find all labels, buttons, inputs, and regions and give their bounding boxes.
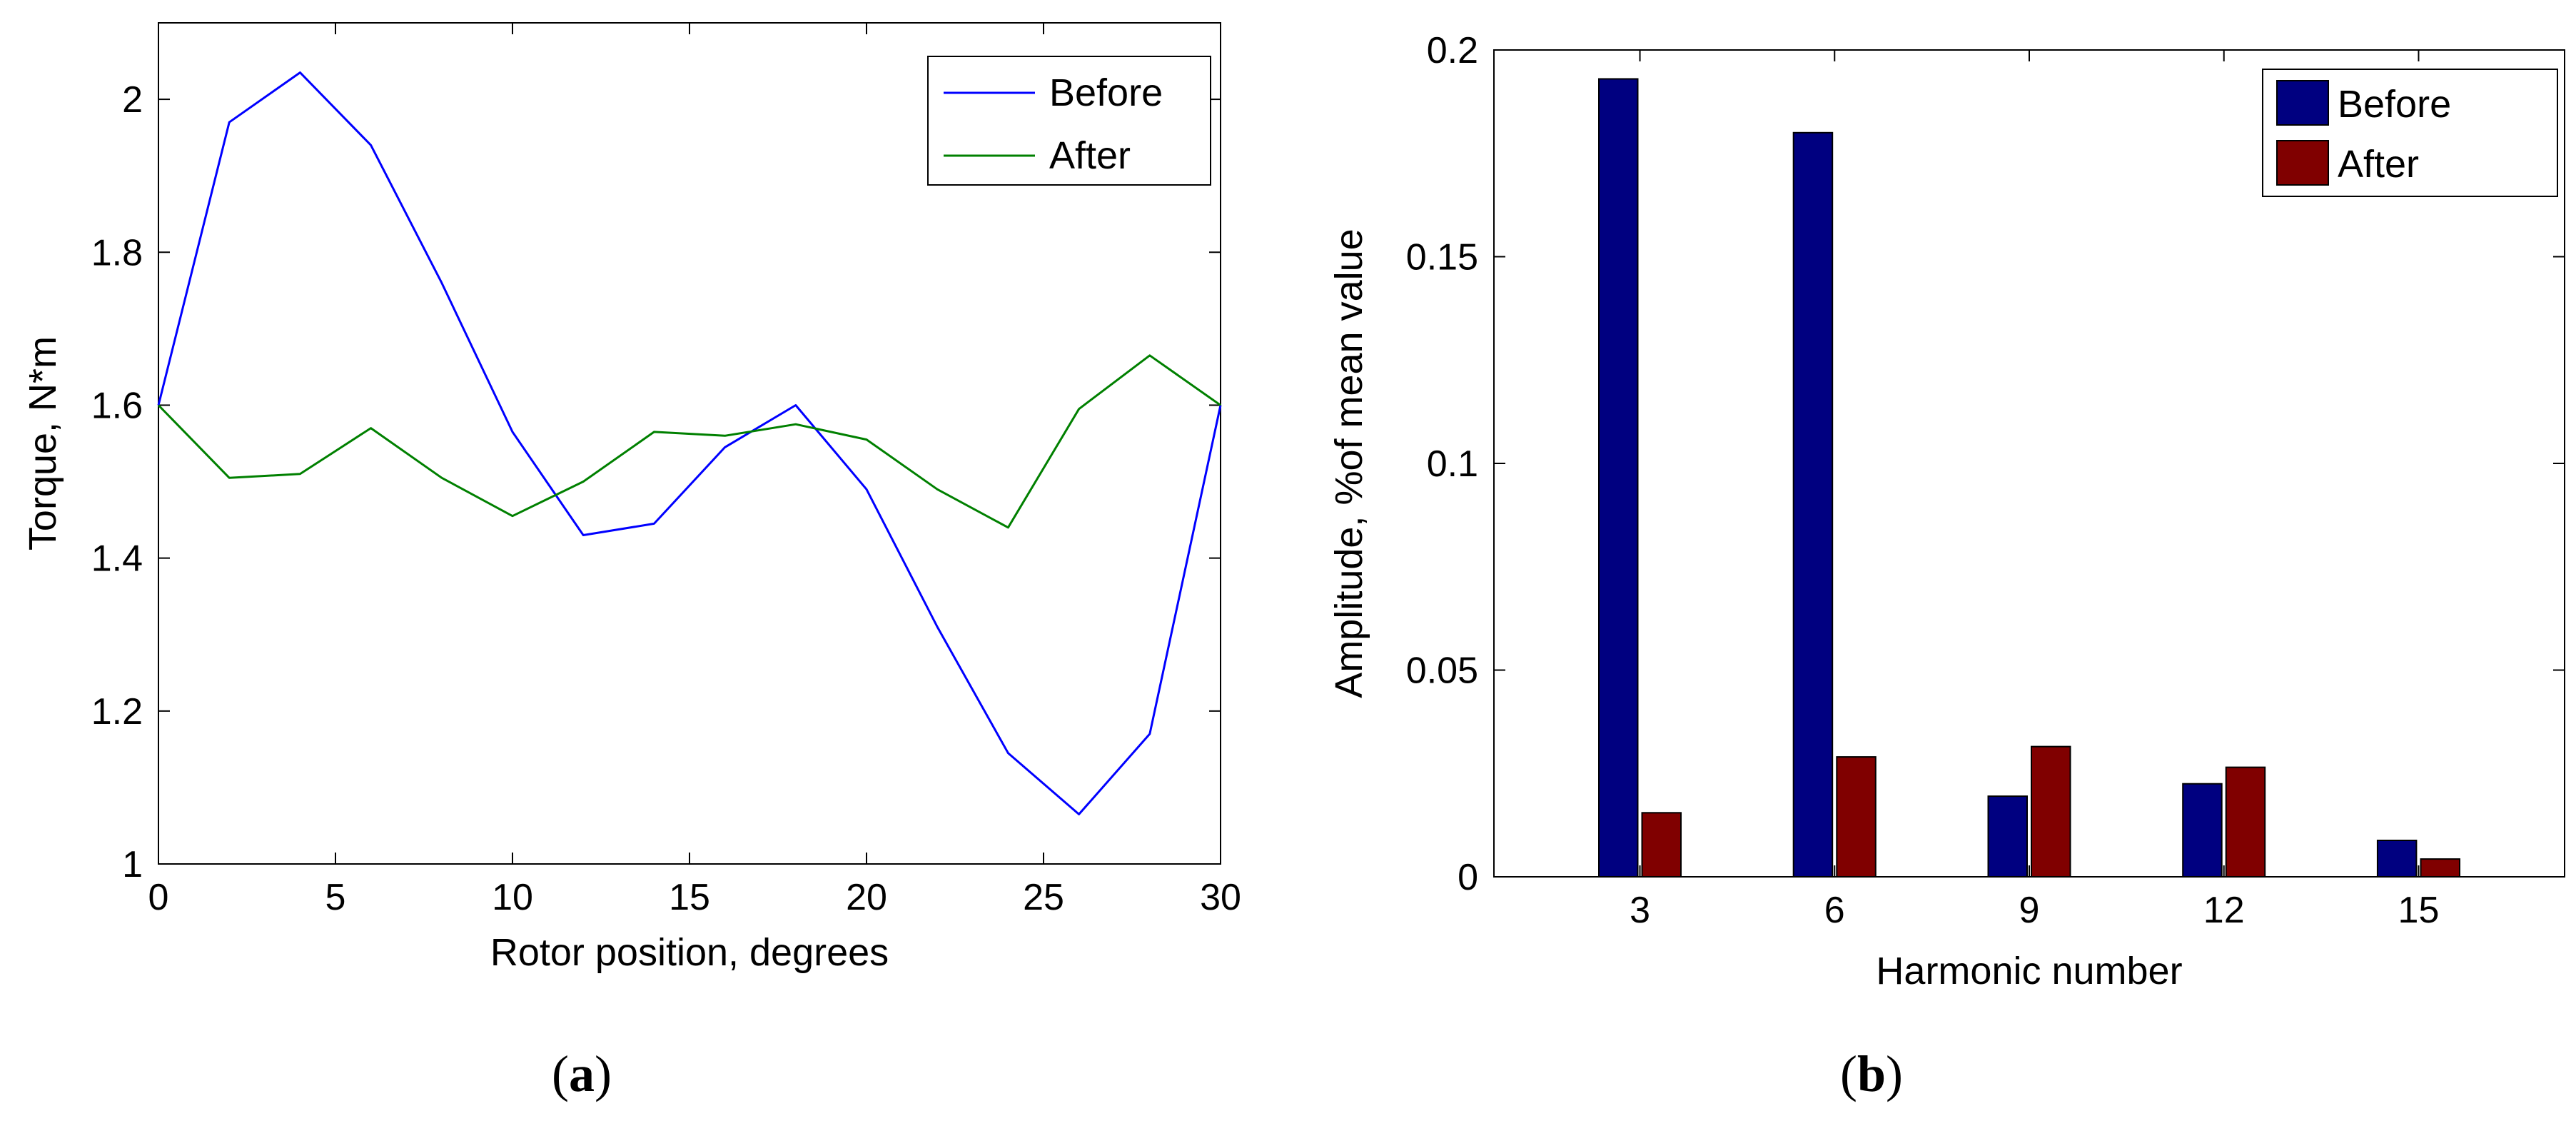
chart-a-xlabel: Rotor position, degrees [490, 931, 889, 974]
chart-a-xtick-label: 20 [846, 877, 887, 918]
chart-b: 3 6 9 12 15 0 0.05 0.1 0.15 0.2 Before After Harm… [1328, 30, 2565, 1102]
legend-a-after-label: After [1049, 134, 1131, 177]
chart-b-legend: Before After [2262, 69, 2558, 197]
chart-a-series-line-before [157, 71, 1222, 815]
chart-b-ytick-label: 0.2 [1427, 30, 1478, 71]
chart-a-xtick-label: 30 [1200, 877, 1241, 918]
chart-b-ylabel: Amplitude, %of mean value [1328, 228, 1370, 698]
chart-b-caption-open: ( [1840, 1045, 1857, 1102]
chart-a-xtick-label: 15 [669, 877, 710, 918]
chart-b-caption-letter: b [1857, 1045, 1886, 1102]
legend-b-before-label: Before [2338, 83, 2451, 126]
chart-a-caption-close: ) [595, 1045, 612, 1102]
legend-b-before-swatch [2276, 80, 2329, 126]
chart-a-ytick-label: 1.2 [91, 691, 143, 733]
chart-a-legend: Before After [927, 56, 1211, 186]
chart-a-ticks: 0 5 10 15 20 25 30 1 1.2 1.4 1.6 1.8 2 [91, 23, 1241, 918]
chart-a-xtick-label: 5 [325, 877, 346, 918]
chart-b-ytick-label: 0.15 [1406, 237, 1478, 278]
chart-a-xtick-label: 0 [148, 877, 169, 918]
legend-a-before-label: Before [1049, 71, 1163, 114]
chart-b-bar-before-3 [1598, 78, 1639, 878]
chart-a-ytick-label: 1 [122, 844, 143, 885]
chart-b-xtick-label: 3 [1630, 890, 1650, 931]
chart-a-ytick-label: 2 [122, 79, 143, 121]
chart-b-caption: (b) [1840, 1045, 1903, 1102]
chart-a-ytick-label: 1.6 [91, 385, 143, 426]
chart-b-xtick-label: 15 [2398, 890, 2440, 931]
chart-a-caption-open: ( [552, 1045, 569, 1102]
chart-b-ytick-label: 0.1 [1427, 443, 1478, 485]
chart-b-ticks: 3 6 9 12 15 0 0.05 0.1 0.15 0.2 [1406, 30, 2565, 931]
chart-b-bar-after-9 [2031, 745, 2071, 878]
chart-b-xtick-label: 9 [2019, 890, 2040, 931]
chart-b-bar-before-12 [2182, 783, 2223, 878]
chart-b-bar-before-9 [1987, 795, 2028, 878]
chart-b-bar-after-6 [1836, 756, 1877, 878]
chart-a-lines [157, 71, 1222, 815]
legend-b-after-swatch [2276, 140, 2329, 186]
chart-a-xtick-label: 10 [492, 877, 533, 918]
chart-a-caption-letter: a [569, 1045, 595, 1102]
chart-a-ylabel: Torque, N*m [21, 336, 64, 551]
chart-b-xtick-label: 12 [2203, 890, 2245, 931]
chart-b-bar-after-3 [1641, 812, 1682, 878]
chart-b-caption-close: ) [1886, 1045, 1903, 1102]
chart-b-bar-before-6 [1792, 131, 1834, 878]
chart-b-xtick-label: 6 [1824, 890, 1845, 931]
chart-a-legend-box [927, 56, 1211, 186]
chart-a-ytick-label: 1.8 [91, 232, 143, 273]
chart-a-ytick-label: 1.4 [91, 538, 143, 580]
chart-b-bar-after-15 [2420, 858, 2460, 878]
chart-a-xtick-label: 25 [1023, 877, 1064, 918]
chart-a-caption: (a) [552, 1045, 612, 1102]
chart-b-ytick-label: 0.05 [1406, 650, 1478, 692]
chart-a-series-line-after [157, 354, 1221, 529]
chart-b-bar-after-12 [2225, 766, 2266, 878]
chart-b-ytick-label: 0 [1458, 857, 1478, 898]
chart-b-xlabel: Harmonic number [1876, 950, 2182, 992]
legend-b-after-label: After [2338, 143, 2419, 186]
chart-b-bar-before-15 [2376, 840, 2418, 878]
chart-b-bars [1598, 78, 2460, 878]
